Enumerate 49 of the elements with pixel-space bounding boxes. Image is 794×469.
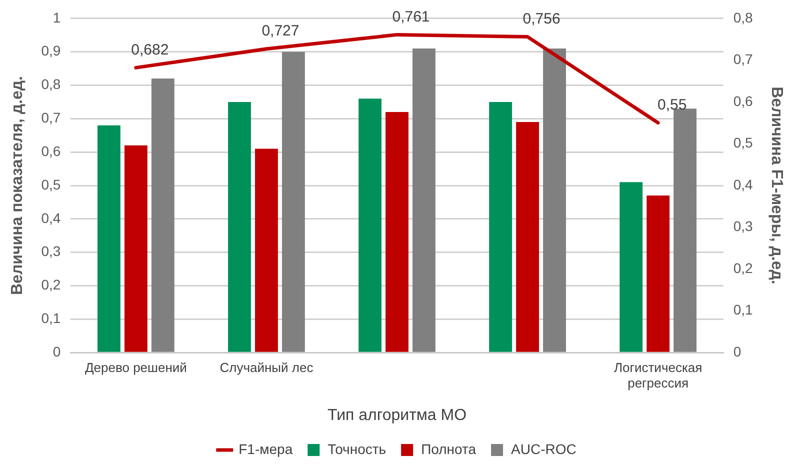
y2-tick-label: 0,5	[733, 134, 754, 151]
bar	[386, 112, 408, 352]
bar	[620, 182, 643, 352]
data-label: 0,761	[392, 8, 430, 26]
y-tick-label: 0,7	[41, 110, 61, 126]
y-tick-label: 0,2	[41, 276, 61, 293]
y-axis-title: Величина показателя, д.ед.	[9, 76, 26, 295]
y2-tick-label: 0	[733, 343, 742, 360]
legend-label: Точность	[328, 440, 386, 457]
y-tick-label: 0,3	[41, 243, 61, 260]
y2-tick-label: 0,7	[733, 51, 754, 68]
y2-tick-label: 0,4	[733, 176, 754, 192]
y2-axis-title: Величина F1-меры, д.ед.	[768, 86, 785, 284]
legend-label: AUC-ROC	[511, 440, 576, 457]
x-tick-label: Логистическая регрессия	[614, 360, 702, 391]
data-label: 0,55	[657, 96, 687, 114]
bar	[489, 102, 512, 352]
bar	[282, 52, 305, 352]
bar	[151, 78, 174, 352]
bar	[97, 125, 120, 352]
bar	[124, 145, 148, 352]
y-tick-label: 0,4	[41, 210, 61, 226]
bar	[412, 48, 436, 352]
data-label: 0,756	[522, 10, 560, 28]
y-tick-label: 0,9	[41, 42, 61, 59]
y-tick-label: 0,8	[41, 76, 61, 92]
x-tick-label: Дерево решений	[84, 360, 187, 375]
bar	[255, 148, 278, 352]
y-tick-label: 0,1	[41, 310, 61, 326]
y2-tick-label: 0,3	[733, 218, 754, 234]
y2-tick-label: 0,6	[733, 92, 754, 109]
x-tick-label: Случайный лес	[220, 360, 314, 375]
data-label: 0,682	[131, 41, 169, 58]
y-tick-label: 0	[52, 343, 61, 360]
y2-tick-label: 0,1	[733, 302, 754, 318]
y2-tick-label: 0,2	[733, 260, 754, 276]
bar	[228, 102, 251, 352]
bar	[646, 196, 670, 352]
legend-label: Полнота	[421, 440, 476, 457]
bar	[358, 98, 382, 352]
y-tick-label: 0,6	[41, 142, 61, 159]
y-tick-label: 1	[52, 9, 61, 26]
legend-label: F1-мера	[238, 440, 293, 457]
x-axis-title: Тип алгоритма МО	[327, 406, 467, 424]
y2-tick-label: 0,8	[733, 9, 754, 26]
data-label: 0,727	[262, 22, 300, 40]
bar	[543, 48, 566, 352]
bar	[516, 122, 539, 352]
y-tick-label: 0,5	[41, 176, 61, 192]
